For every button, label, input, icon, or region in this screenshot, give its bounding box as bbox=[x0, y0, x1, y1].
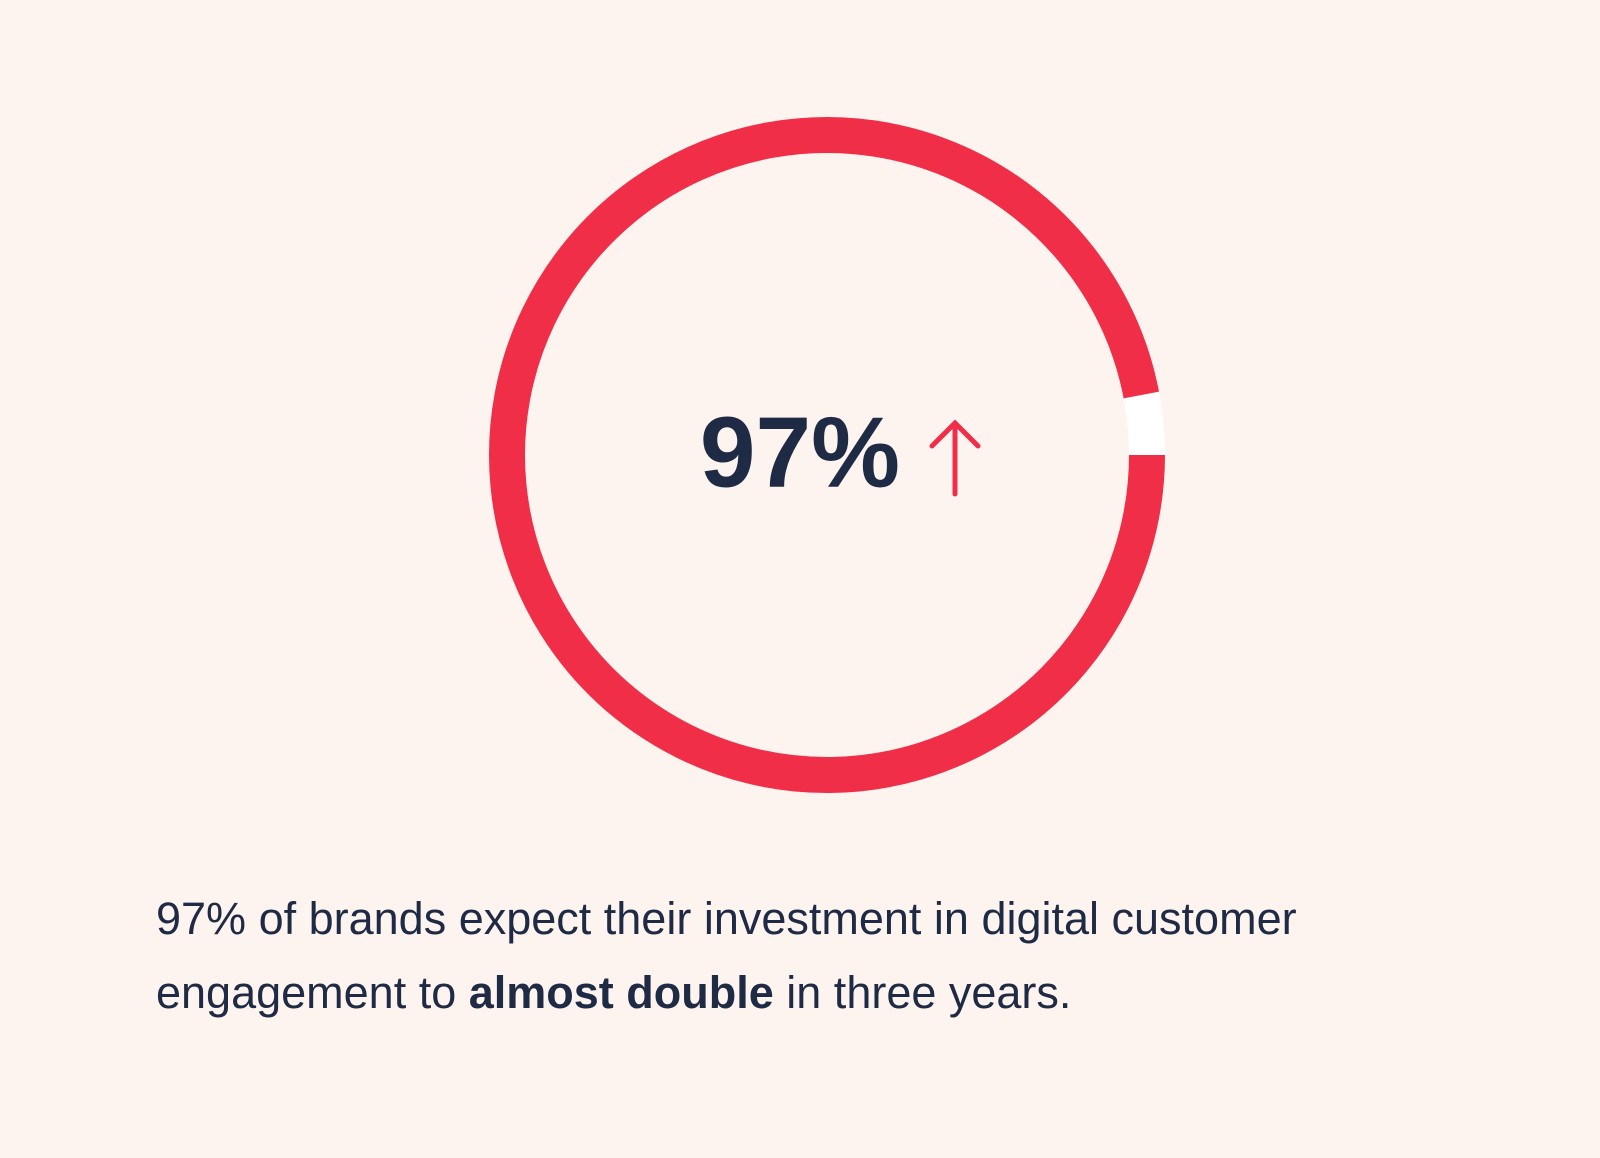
caption: 97% of brands expect their investment in… bbox=[156, 882, 1496, 1030]
caption-text: 97% of brands expect their investment in… bbox=[156, 893, 1297, 1018]
ring-segment bbox=[489, 117, 1165, 793]
caption-text: in three years. bbox=[773, 967, 1072, 1018]
chart: 97% bbox=[489, 117, 1165, 793]
caption-emphasis: almost double bbox=[468, 967, 774, 1018]
up-arrow bbox=[929, 419, 981, 497]
center-value: 97% bbox=[700, 396, 900, 508]
ring-segment bbox=[1123, 391, 1165, 456]
